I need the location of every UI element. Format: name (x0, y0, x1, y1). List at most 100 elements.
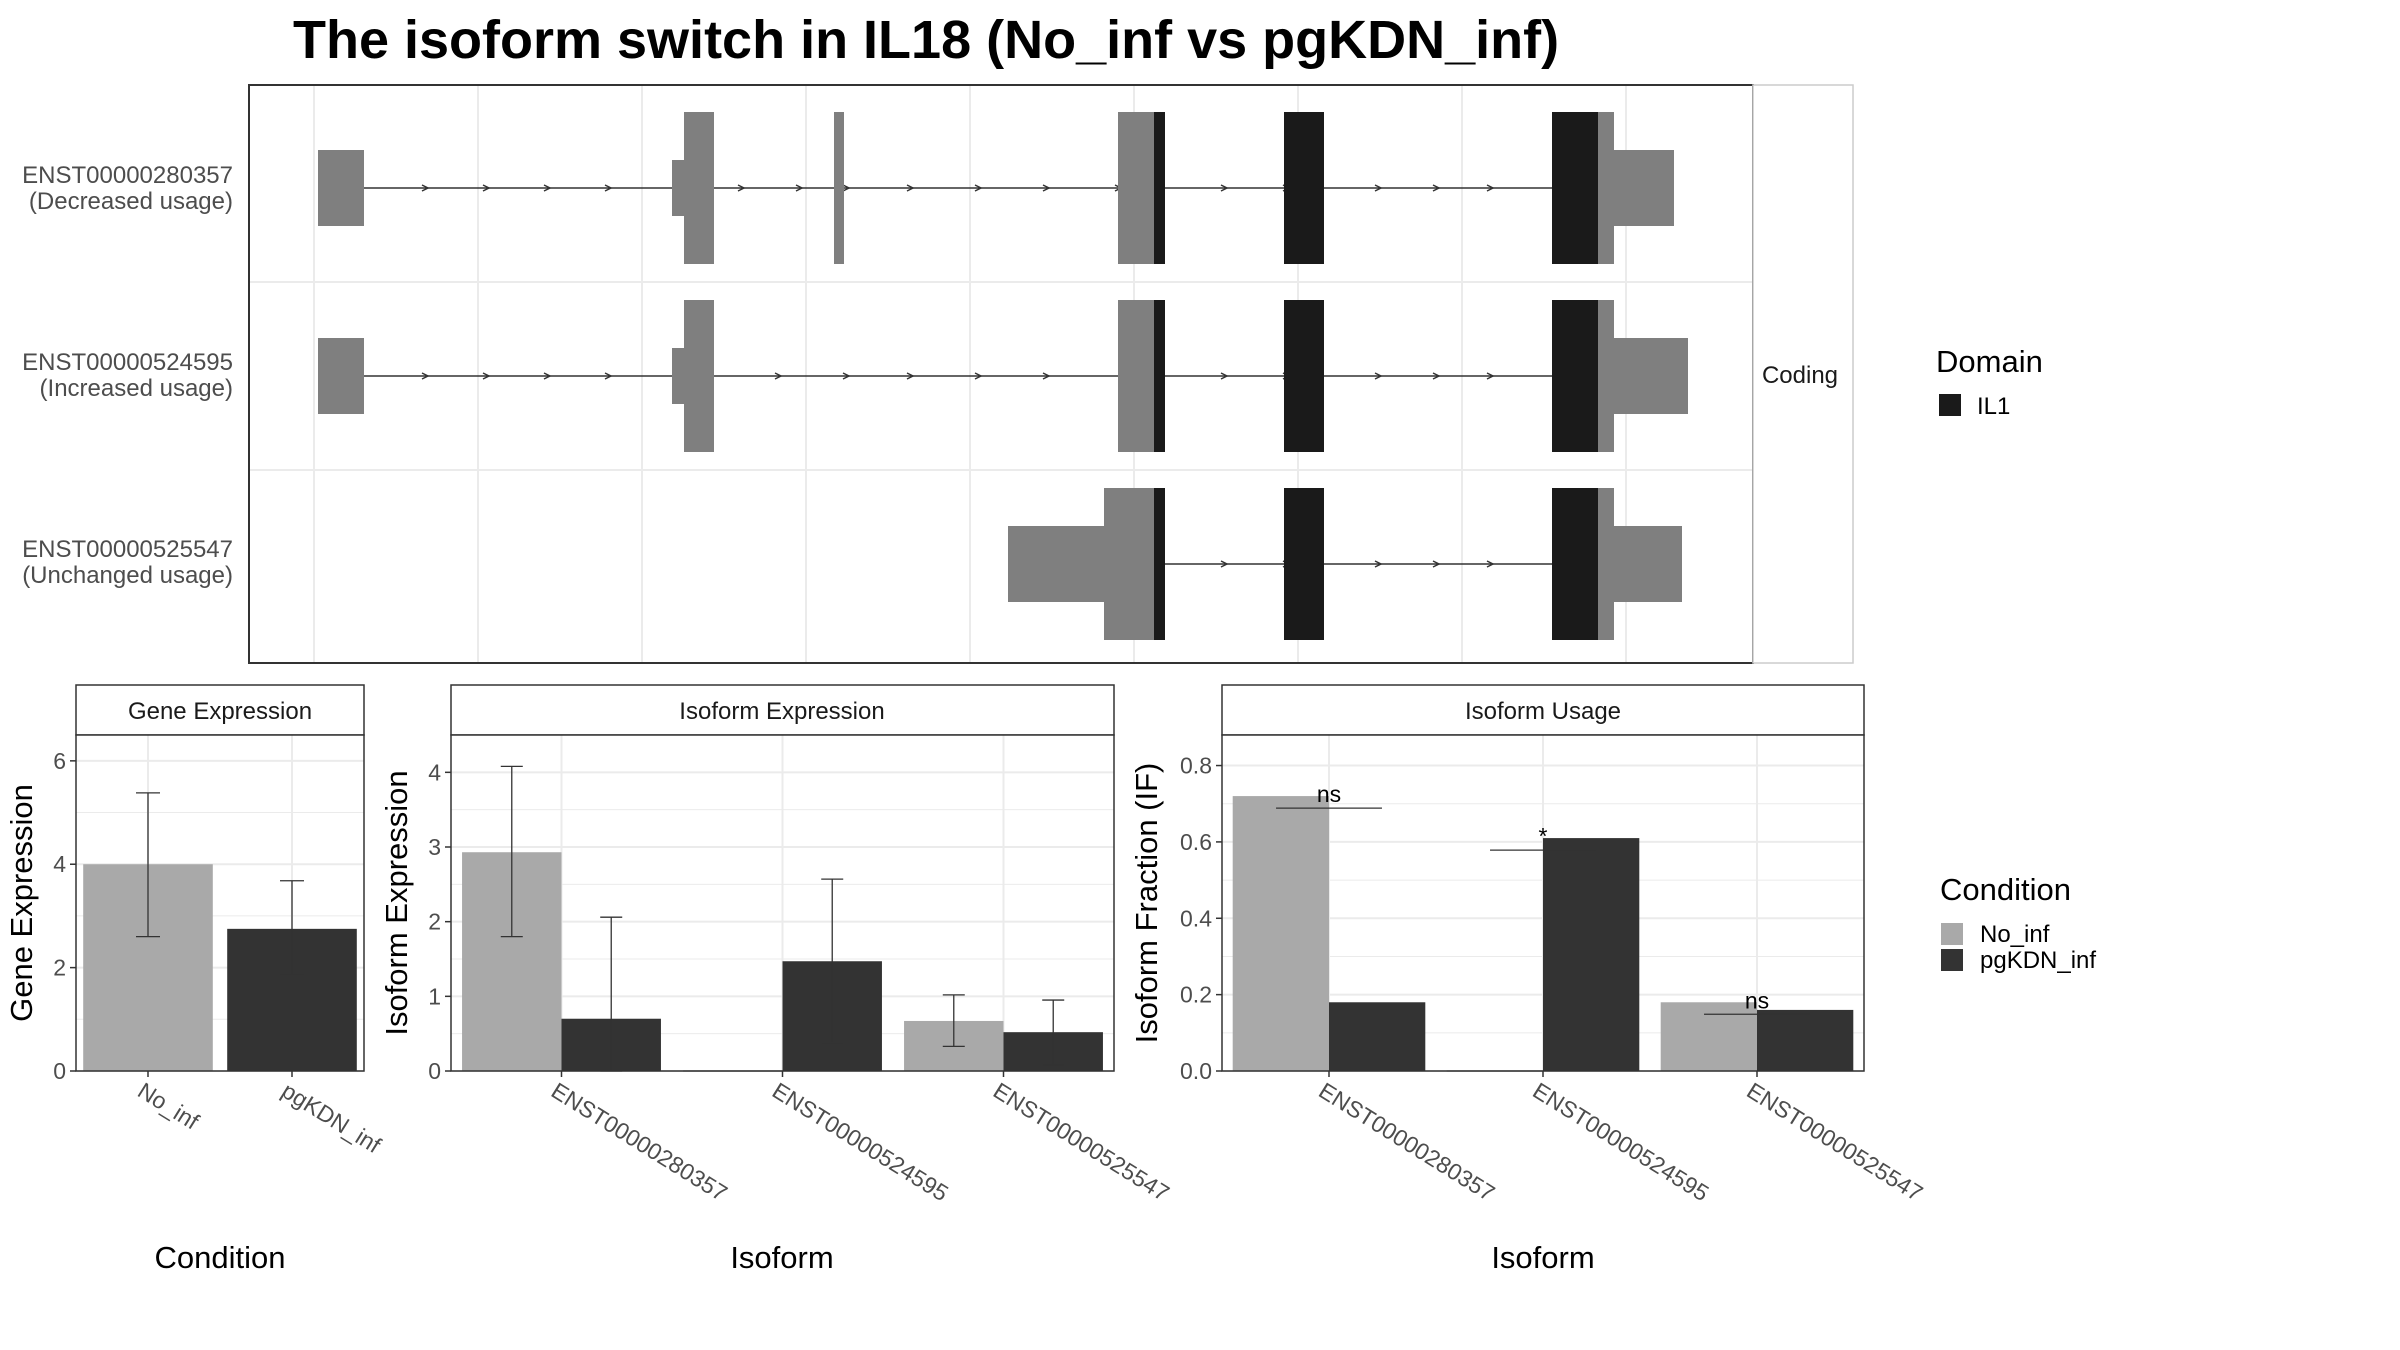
iso-usage-ytick-label-1: 0.2 (1180, 982, 1212, 1008)
gene-expression-panel: Gene Expression No_inf pgKDN_inf 0 2 4 6 Cond… (4, 684, 386, 1275)
iso-expr-plot-border (450, 734, 1115, 1072)
iso-usage-bar-1-1 (1543, 838, 1640, 1071)
iso-usage-xtick-label-2: ENST00000525547 (1742, 1077, 1927, 1206)
isoform-label-1-id: ENST00000280357 (22, 162, 233, 189)
iso2-intron-arrow-13 (1486, 372, 1495, 380)
iso-usage-ytick-label-0: 0.0 (1180, 1058, 1212, 1084)
gene-expression-y-title: Gene Expression (4, 784, 39, 1022)
iso3-exon-1-utr-tall (1104, 488, 1154, 640)
isoform-usage-x-title: Isoform (1491, 1240, 1594, 1275)
iso2-intron-arrow-6 (906, 372, 915, 380)
iso-usage-sig-label-2: ns (1745, 987, 1769, 1013)
iso2-intron-arrow-8 (1042, 372, 1051, 380)
iso3-exon-3-utr (1614, 526, 1682, 602)
iso1-exon-6-utr-tall (1598, 112, 1614, 264)
iso1-intron-arrow-4 (737, 184, 746, 192)
iso1-exon-3 (834, 112, 844, 264)
isoform-expression-panel: Isoform Expression ENST00000280357 ENST00… (379, 684, 1174, 1275)
iso-expr-ytick-label-3: 3 (428, 834, 441, 860)
gene-expr-ytick-label-2: 4 (53, 851, 66, 877)
iso2-intron-arrow-5 (842, 372, 851, 380)
iso2-exon-3-domain (1154, 300, 1165, 452)
structure-strip (1752, 84, 1854, 664)
iso1-intron-arrow-8 (974, 184, 983, 192)
structure-marks (318, 112, 1688, 640)
iso1-intron-arrow-14 (1432, 184, 1441, 192)
iso2-intron-arrow-12 (1432, 372, 1441, 380)
isoform-expression-y-title: Isoform Expression (379, 770, 414, 1035)
iso-usage-bar-0-1 (1329, 1002, 1426, 1071)
isoform-usage-strip-label: Isoform Usage (1465, 698, 1621, 725)
iso1-intron-arrow-7 (906, 184, 915, 192)
iso2-utr-exon-2b (684, 300, 714, 452)
iso2-intron-arrow-11 (1374, 372, 1383, 380)
iso2-intron-arrow-7 (974, 372, 983, 380)
iso1-intron-arrow-13 (1374, 184, 1383, 192)
isoform-expression-strip-label: Isoform Expression (679, 698, 884, 725)
isoform-label-3-usage: (Unchanged usage) (22, 562, 233, 589)
iso3-intron-arrow-4 (1486, 560, 1495, 568)
iso2-exon-5-domain (1552, 300, 1598, 452)
isoform-usage-plot: ns ENST00000280357 * ENST00000524595 ns ENST0… (1180, 734, 1927, 1206)
iso3-intron-arrow-2 (1374, 560, 1383, 568)
iso1-exon-5-domain (1284, 112, 1324, 264)
iso-expr-ytick-label-2: 2 (428, 909, 441, 935)
iso-usage-xtick-label-1: ENST00000524595 (1528, 1077, 1713, 1206)
isoform-expression-plot: ENST00000280357 ENST00000524595 ENST000005… (428, 734, 1174, 1206)
isoform-expression-strip (450, 684, 1115, 736)
structure-panel-border (248, 84, 1754, 664)
iso2-utr-exon-1 (318, 338, 364, 414)
condition-legend: Condition No_inf pgKDN_inf (1940, 872, 2096, 974)
iso1-intron-arrow-3 (604, 184, 613, 192)
domain-legend: Domain IL1 (1936, 344, 2043, 420)
condition-legend-swatch-pgkdn-inf (1941, 949, 1963, 971)
iso3-exon-1-domain (1154, 488, 1165, 640)
gene-expression-strip (75, 684, 365, 736)
iso2-intron-arrow-1 (482, 372, 491, 380)
iso1-intron-arrow-15 (1486, 184, 1495, 192)
isoform-usage-strip (1221, 684, 1865, 736)
domain-legend-label-il1: IL1 (1977, 393, 2010, 420)
condition-legend-title: Condition (1940, 872, 2071, 907)
gene-expr-xtick-label-0: No_inf (133, 1077, 204, 1135)
iso3-intron-arrow-0 (1220, 560, 1229, 568)
iso1-utr-exon-2b (684, 112, 714, 264)
isoform-label-2-id: ENST00000524595 (22, 349, 233, 376)
iso-usage-sig-label-0: ns (1317, 781, 1341, 807)
iso1-intron-arrow-2 (543, 184, 552, 192)
isoform-expression-x-title: Isoform (730, 1240, 833, 1275)
condition-legend-label-no-inf: No_inf (1980, 921, 2050, 948)
structure-panel: Coding ENST00000280357 (Decreased usage)… (22, 84, 1854, 664)
gene-expression-strip-label: Gene Expression (128, 698, 312, 725)
condition-legend-swatch-no-inf (1941, 923, 1963, 945)
iso-usage-bar-0-0 (1232, 796, 1329, 1071)
iso-usage-xtick-label-0: ENST00000280357 (1314, 1077, 1499, 1206)
isoform-usage-panel: Isoform Usage ns ENST00000280357 * ENST0000… (1129, 684, 1927, 1275)
iso2-intron-arrow-0 (421, 372, 430, 380)
isoform-usage-y-title: Isoform Fraction (IF) (1129, 763, 1164, 1044)
structure-strip-label: Coding (1762, 362, 1838, 389)
iso-usage-plot-border (1221, 734, 1865, 1072)
condition-legend-label-pgkdn-inf: pgKDN_inf (1980, 947, 2096, 974)
iso3-exon-3-utr-tall (1598, 488, 1614, 640)
iso3-intron-arrow-3 (1432, 560, 1441, 568)
isoform-label-3-id: ENST00000525547 (22, 536, 233, 563)
iso1-intron-arrow-1 (482, 184, 491, 192)
iso1-utr-exon-1 (318, 150, 364, 226)
isoform-label-1-usage: (Decreased usage) (29, 188, 233, 215)
iso-usage-ytick-label-3: 0.6 (1180, 829, 1212, 855)
iso3-exon-2-domain (1284, 488, 1324, 640)
iso-expr-ytick-label-4: 4 (428, 759, 441, 785)
iso1-intron-arrow-5 (795, 184, 804, 192)
iso-usage-ytick-label-2: 0.4 (1180, 905, 1212, 931)
iso-expr-ytick-label-0: 0 (428, 1058, 441, 1084)
iso3-exon-1-utr-wide (1008, 526, 1104, 602)
iso2-exon-5-utr-tall (1598, 300, 1614, 452)
iso2-exon-5-utr (1614, 338, 1688, 414)
iso-usage-ytick-label-4: 0.8 (1180, 753, 1212, 779)
iso-usage-bar-2-1 (1757, 1009, 1854, 1071)
iso3-exon-3-domain (1552, 488, 1598, 640)
domain-legend-title: Domain (1936, 344, 2043, 379)
gene-expression-x-title: Condition (155, 1240, 286, 1275)
